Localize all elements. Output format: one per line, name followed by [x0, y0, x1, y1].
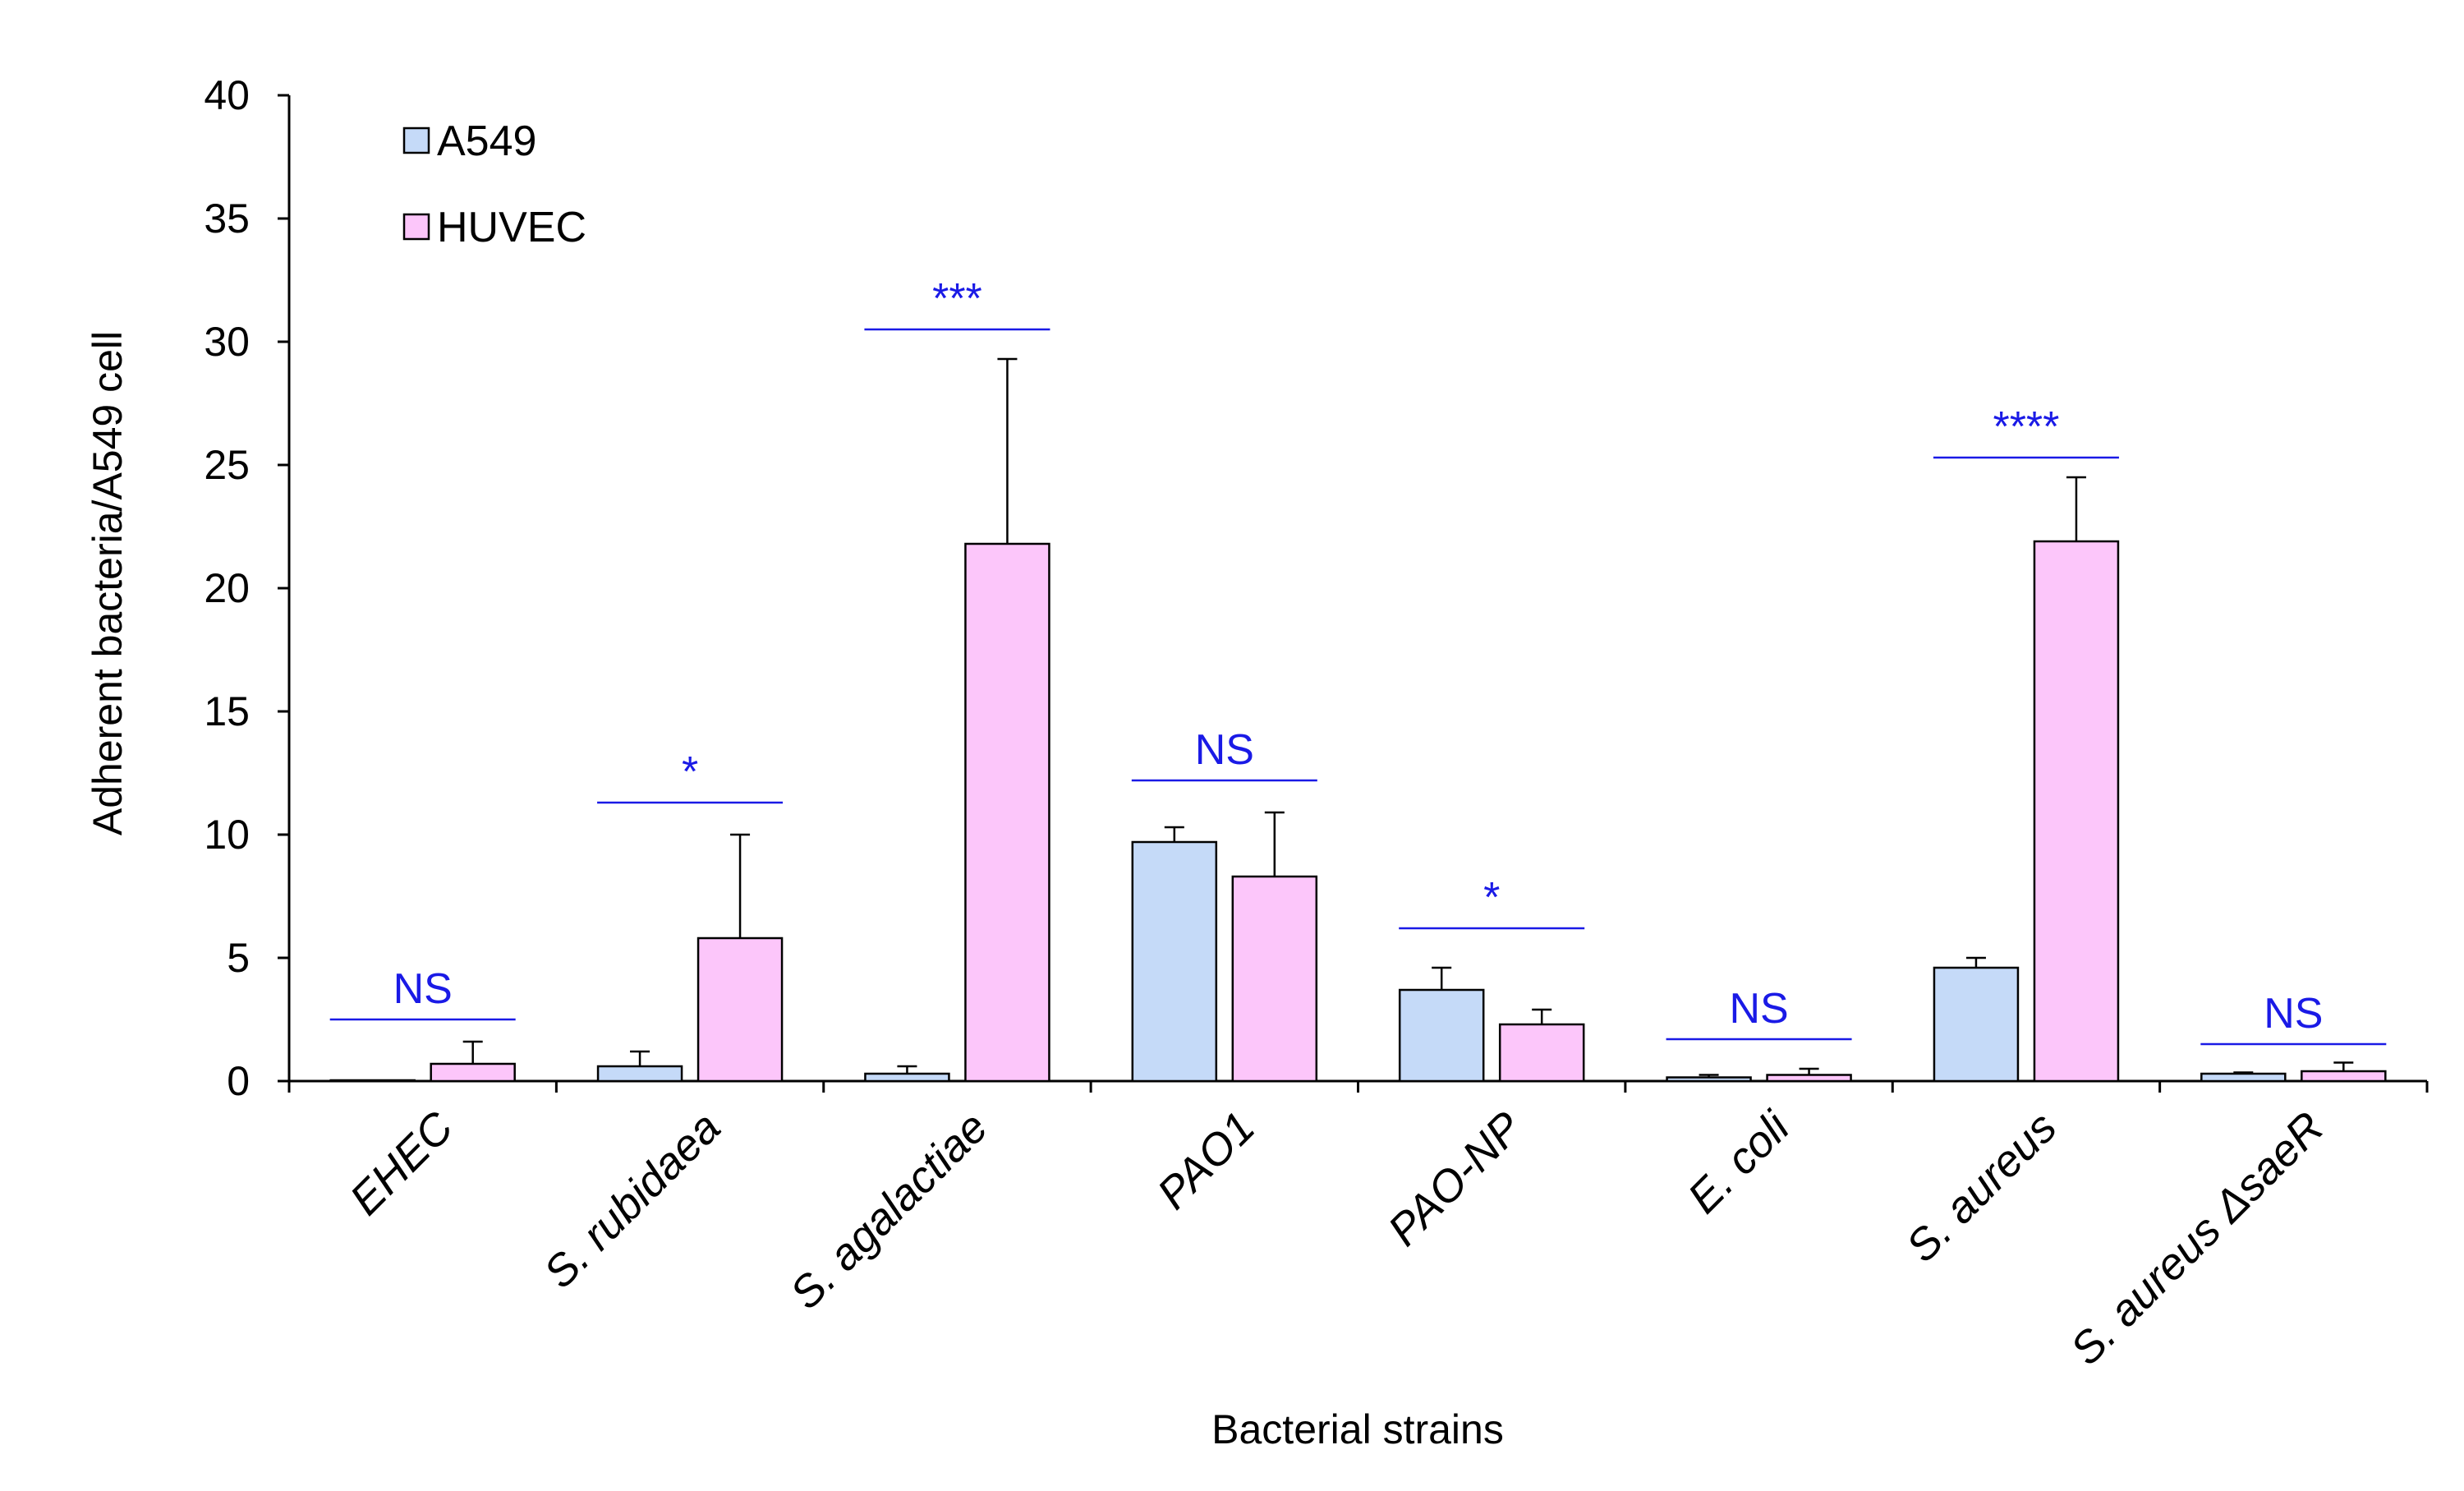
significance-label: * [1483, 874, 1500, 922]
y-tick-label: 15 [204, 688, 250, 734]
legend-swatch-huvec [402, 213, 430, 241]
x-category-label: PAO-NP [1379, 1102, 1532, 1255]
bar-huvec [964, 542, 1050, 1083]
significance-label: * [682, 748, 698, 796]
significance-label: *** [932, 275, 982, 323]
x-category-label: PAO1 [1148, 1102, 1264, 1218]
legend-label-a549: A549 [437, 117, 536, 165]
bar-huvec [2033, 540, 2120, 1083]
x-category-label: S. rubidaea [535, 1102, 730, 1298]
bar-a549 [1398, 988, 1485, 1083]
bar-a549 [1933, 966, 2020, 1083]
bar-huvec [1766, 1074, 1852, 1083]
bar-huvec [2301, 1070, 2387, 1083]
legend-label-huvec: HUVEC [437, 204, 586, 251]
bar-huvec [1231, 875, 1318, 1083]
legend: A549 HUVEC [402, 117, 586, 251]
y-tick-label: 40 [204, 72, 250, 118]
y-tick-label: 0 [227, 1058, 250, 1104]
y-tick-label: 20 [204, 565, 250, 611]
significance-label: NS [393, 965, 453, 1013]
x-category-label: S. aureus [1897, 1102, 2066, 1272]
x-category-label: E. coli [1679, 1102, 1800, 1223]
bars [329, 357, 2387, 1083]
bar-a549 [1131, 840, 1218, 1083]
x-category-label: EHEC [341, 1102, 463, 1224]
bar-a549 [864, 1072, 950, 1083]
bar-huvec [1498, 1023, 1585, 1083]
y-axis-title: Adherent bacteria/A549 cell [85, 331, 131, 835]
legend-swatch-a549 [402, 127, 430, 154]
significance-label: NS [2264, 990, 2323, 1038]
bar-a549 [329, 1079, 416, 1083]
y-tick-label: 25 [204, 442, 250, 488]
significance-markers: NS****NS*NS****NS [329, 275, 2387, 1046]
bar-a549 [2200, 1072, 2287, 1083]
y-tick-label: 5 [227, 935, 250, 981]
y-tick-label: 10 [204, 812, 250, 858]
x-category-label: S. aureus ΔsaeR [2062, 1102, 2333, 1374]
significance-label: **** [1993, 403, 2059, 451]
bar-a549 [596, 1065, 683, 1083]
bar-a549 [1666, 1076, 1752, 1083]
significance-label: NS [1729, 985, 1788, 1033]
x-category-label: S. agalactiae [781, 1102, 997, 1318]
y-tick-label: 35 [204, 196, 250, 242]
bar-huvec [430, 1062, 516, 1083]
bar-huvec [696, 936, 784, 1083]
significance-label: NS [1195, 726, 1254, 774]
x-axis-title: Bacterial strains [1211, 1406, 1504, 1452]
y-tick-label: 30 [204, 319, 250, 365]
